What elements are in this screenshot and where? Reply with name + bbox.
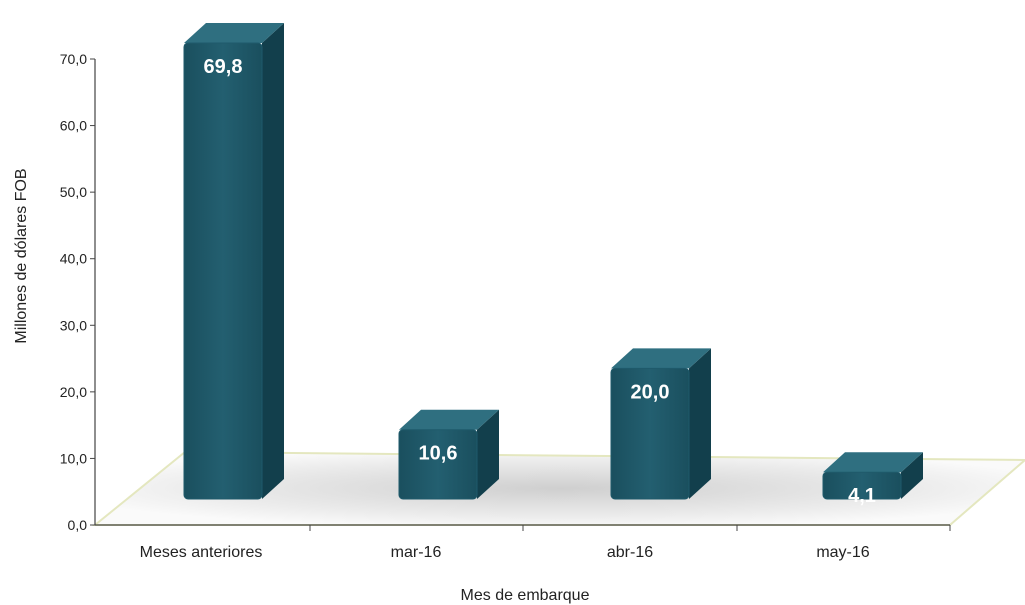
bar: 4,1 bbox=[822, 452, 923, 507]
bar: 20,0 bbox=[610, 348, 711, 500]
y-tick-label: 70,0 bbox=[60, 51, 87, 67]
bar-top-face bbox=[399, 409, 499, 430]
bar-data-label: 20,0 bbox=[631, 381, 670, 403]
y-tick-label: 30,0 bbox=[60, 317, 87, 333]
bar-data-label: 69,8 bbox=[204, 56, 243, 78]
bar: 10,6 bbox=[398, 409, 499, 500]
bar: 69,8 bbox=[183, 22, 284, 500]
x-category-label: mar-16 bbox=[391, 544, 442, 561]
y-tick-label: 60,0 bbox=[60, 118, 87, 134]
y-tick-label: 50,0 bbox=[60, 184, 87, 200]
bar-front-face bbox=[398, 429, 478, 500]
x-category-label: may-16 bbox=[816, 544, 869, 561]
bar-side-face bbox=[689, 348, 711, 499]
x-axis-title: Mes de embarque bbox=[461, 587, 590, 604]
bar-data-label: 4,1 bbox=[848, 485, 876, 507]
bar-top-face bbox=[184, 22, 284, 43]
bar-side-face bbox=[477, 409, 499, 499]
bar-data-label: 10,6 bbox=[419, 443, 458, 465]
bar-front-face bbox=[610, 367, 690, 500]
bar-front-face bbox=[183, 42, 263, 500]
y-tick-label: 20,0 bbox=[60, 384, 87, 400]
x-category-label: Meses anteriores bbox=[140, 544, 263, 561]
bar-top-face bbox=[611, 348, 711, 369]
y-axis-title: Millones de dólares FOB bbox=[13, 168, 30, 343]
bar-front-face bbox=[822, 471, 902, 500]
y-tick-label: 10,0 bbox=[60, 450, 87, 466]
bar-side-face bbox=[262, 22, 284, 499]
x-category-label: abr-16 bbox=[607, 544, 653, 561]
bars-group: 69,8 10,6 20,0 4,1 bbox=[183, 22, 923, 507]
y-tick-label: 0,0 bbox=[68, 517, 88, 533]
y-tick-label: 40,0 bbox=[60, 251, 87, 267]
bar-side-face bbox=[901, 452, 923, 499]
x-axis-labels: Meses anteriores mar-16 abr-16 may-16 bbox=[140, 525, 951, 561]
bar-top-face bbox=[823, 452, 923, 473]
y-axis-ticks: 0,0 10,0 20,0 30,0 40,0 50,0 60,0 70,0 bbox=[60, 51, 95, 533]
